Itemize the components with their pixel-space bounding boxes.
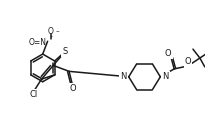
Text: O: O xyxy=(185,57,191,66)
Text: O: O xyxy=(48,27,54,36)
Text: Cl: Cl xyxy=(29,90,38,99)
Text: O: O xyxy=(70,84,76,93)
Text: O: O xyxy=(165,49,172,58)
Text: N: N xyxy=(120,72,127,81)
Text: $^+$: $^+$ xyxy=(49,35,55,40)
Text: N: N xyxy=(162,72,169,81)
Text: O=N: O=N xyxy=(29,38,47,47)
Text: S: S xyxy=(62,47,68,56)
Text: $^-$: $^-$ xyxy=(55,30,61,35)
